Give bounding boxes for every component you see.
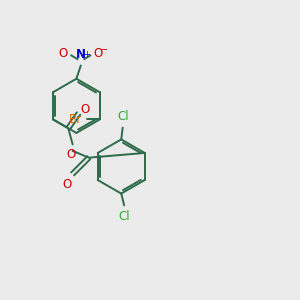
Text: +: + (83, 50, 90, 59)
Text: Br: Br (69, 113, 82, 126)
Text: O: O (62, 178, 71, 191)
Text: Cl: Cl (117, 110, 128, 123)
Text: O: O (67, 148, 76, 161)
Text: Cl: Cl (118, 210, 130, 223)
Text: N: N (76, 48, 86, 61)
Text: O: O (80, 103, 89, 116)
Text: O: O (58, 47, 68, 60)
Text: −: − (100, 45, 108, 55)
Text: O: O (94, 47, 103, 60)
